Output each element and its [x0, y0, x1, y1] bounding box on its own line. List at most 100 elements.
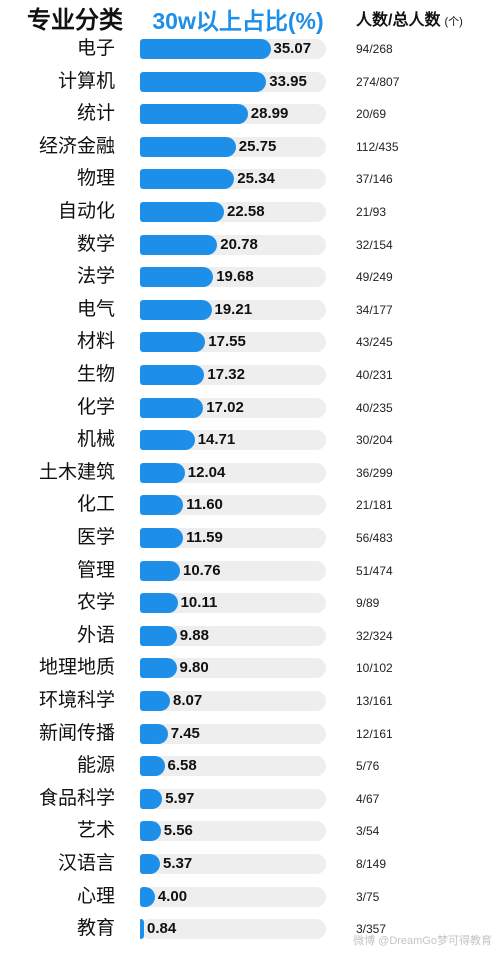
- bar: [140, 821, 161, 842]
- count-label: 36/299: [356, 465, 393, 480]
- bar-row: 能源 6.58 5/76: [0, 753, 500, 779]
- count-label: 8/149: [356, 857, 387, 871]
- value-label: 25.34: [237, 170, 275, 188]
- count-label: 9/89: [356, 596, 380, 611]
- value-label: 9.88: [179, 626, 209, 644]
- category-label: 化学: [76, 396, 115, 418]
- category-label: 汉语言: [57, 853, 115, 874]
- bar: [140, 71, 267, 92]
- header-percentage: 30w以上占比(%): [152, 8, 324, 34]
- bar-row: 法学 19.68 49/249: [0, 264, 500, 290]
- bar-row: 物理 25.34 37/146: [0, 166, 500, 192]
- bar-row: 管理 10.76 51/474: [0, 558, 500, 584]
- bar-track: 6.58: [140, 756, 326, 777]
- category-label: 自动化: [57, 201, 115, 222]
- category-label: 土木建筑: [38, 461, 115, 483]
- bar-track: 5.97: [140, 788, 326, 809]
- value-label: 5.97: [165, 789, 195, 807]
- bar-track: 20.78: [140, 234, 326, 255]
- value-label: 8.07: [173, 692, 203, 709]
- count-label: 32/154: [356, 237, 393, 252]
- bar-track: 9.88: [140, 625, 326, 646]
- value-label: 7.45: [170, 724, 200, 742]
- category-label: 外语: [76, 624, 115, 646]
- value-label: 25.75: [238, 137, 277, 155]
- bar-row: 机械 14.71 30/204: [0, 427, 500, 453]
- value-label: 22.58: [227, 203, 265, 220]
- bar-row: 经济金融 25.75 112/435: [0, 134, 500, 160]
- bar-track: 11.59: [140, 528, 326, 548]
- bar-track: 9.80: [140, 658, 326, 679]
- category-label: 生物: [76, 364, 115, 385]
- bar-row: 地理地质 9.80 10/102: [0, 655, 500, 681]
- bar-row: 新闻传播 7.45 12/161: [0, 721, 500, 747]
- count-label: 3/357: [356, 922, 387, 937]
- bar: [140, 854, 160, 874]
- bar: [140, 299, 212, 320]
- value-label: 17.32: [207, 366, 245, 383]
- bar: [140, 495, 184, 516]
- watermark: 微博 @DreamGo梦可得教育: [353, 935, 492, 947]
- header-count-label: 人数/总人数: [356, 12, 441, 29]
- value-label: 4.00: [157, 887, 188, 905]
- bar-row: 外语 9.88 32/324: [0, 623, 500, 649]
- value-label: 5.56: [163, 822, 193, 840]
- bar-track: 17.02: [140, 397, 326, 418]
- value-label: 17.02: [206, 398, 244, 416]
- category-label: 计算机: [57, 70, 115, 92]
- value-label: 10.76: [183, 561, 221, 579]
- bar-track: 8.07: [140, 691, 326, 711]
- bar-row: 电气 19.21 34/177: [0, 297, 500, 323]
- bar-track: 33.95: [140, 71, 326, 92]
- bar-track: 5.56: [140, 821, 326, 842]
- bar-row: 化工 11.60 21/181: [0, 492, 500, 518]
- value-label: 9.80: [179, 659, 209, 677]
- bar: [140, 528, 184, 548]
- category-label: 统计: [76, 103, 115, 125]
- bar-row: 教育 0.84 3/357: [0, 916, 500, 942]
- value-label: 10.11: [180, 594, 218, 612]
- bar-track: 19.68: [140, 267, 326, 288]
- value-label: 20.78: [220, 235, 258, 253]
- bar: [140, 169, 235, 190]
- category-label: 教育: [76, 918, 115, 940]
- bar: [140, 919, 144, 940]
- bar-track: 4.00: [140, 886, 326, 907]
- count-label: 21/93: [356, 205, 387, 219]
- value-label: 28.99: [250, 105, 289, 123]
- count-label: 3/54: [356, 824, 380, 839]
- bar: [140, 202, 224, 222]
- category-label: 能源: [76, 755, 115, 777]
- count-label: 37/146: [356, 172, 393, 187]
- category-label: 数学: [76, 233, 115, 255]
- count-label: 43/245: [356, 335, 393, 350]
- bar-track: 0.84: [140, 919, 326, 940]
- count-label: 5/76: [356, 759, 380, 774]
- bar-row: 土木建筑 12.04 36/299: [0, 460, 500, 486]
- bar: [140, 365, 205, 385]
- category-label: 材料: [76, 331, 115, 353]
- count-label: 20/69: [356, 107, 387, 122]
- bar: [140, 658, 177, 679]
- category-label: 法学: [76, 266, 115, 288]
- bar: [140, 625, 177, 646]
- count-label: 34/177: [356, 302, 393, 317]
- bar-row: 艺术 5.56 3/54: [0, 818, 500, 844]
- bar: [140, 136, 236, 157]
- bar: [140, 39, 271, 59]
- count-label: 94/268: [356, 42, 393, 56]
- bar: [140, 462, 185, 483]
- bar: [140, 593, 178, 614]
- bar-row: 计算机 33.95 274/807: [0, 69, 500, 95]
- category-label: 物理: [76, 168, 115, 190]
- value-label: 11.60: [186, 496, 223, 514]
- bar: [140, 397, 204, 418]
- count-label: 40/235: [356, 400, 393, 415]
- category-label: 电气: [76, 298, 115, 320]
- bar: [140, 691, 170, 711]
- count-label: 4/67: [356, 791, 380, 806]
- bar-row: 材料 17.55 43/245: [0, 329, 500, 355]
- value-label: 19.21: [214, 300, 253, 318]
- category-label: 新闻传播: [38, 722, 115, 744]
- bar-track: 22.58: [140, 202, 326, 222]
